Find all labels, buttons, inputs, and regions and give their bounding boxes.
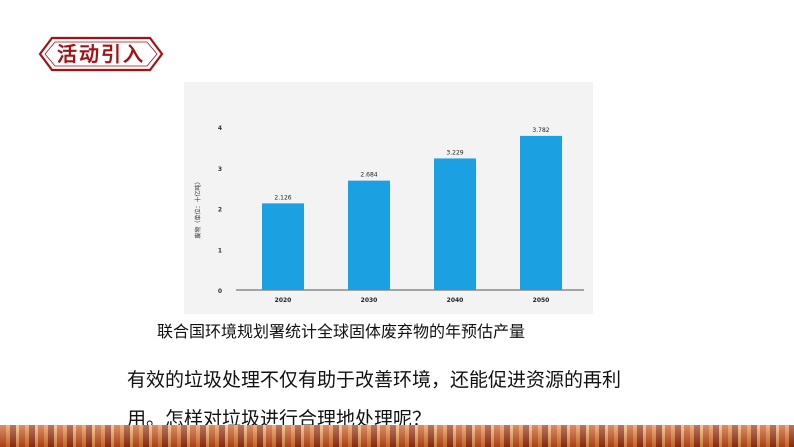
y-tick-label: 3 [218, 166, 222, 173]
bar [348, 180, 390, 290]
paragraph-line-2: 用。怎样对垃圾进行合理地处理呢？ [127, 408, 432, 430]
body-paragraph: 有效的垃圾处理不仅有助于改善环境，还能促进资源的再利 用。怎样对垃圾进行合理地处… [127, 361, 647, 439]
x-tick-label: 2050 [533, 297, 550, 304]
y-tick-label: 2 [218, 207, 222, 214]
bar-value-label: 3.229 [446, 149, 463, 156]
chart-caption: 联合国环境规划署统计全球固体废弃物的年预估产量 [157, 322, 526, 341]
bar [434, 158, 476, 290]
y-tick-label: 4 [218, 125, 222, 132]
y-tick-label: 1 [218, 247, 222, 254]
bar-chart: 0 1 2 3 4 废物（单位：十亿吨） 2.126 2020 2.684 2030 3.229 20… [194, 125, 584, 304]
x-tick-label: 2030 [361, 297, 378, 304]
badge-frame-icon [38, 36, 164, 72]
y-axis-label: 废物（单位：十亿吨） [194, 178, 202, 238]
bar [262, 203, 304, 290]
x-tick-label: 2020 [275, 297, 292, 304]
x-tick-label: 2040 [447, 297, 464, 304]
bar-value-label: 2.126 [274, 194, 291, 201]
bar [520, 135, 562, 290]
chart-panel: 0 1 2 3 4 废物（单位：十亿吨） 2.126 2020 2.684 2030 3.229 20… [184, 82, 593, 314]
bar-value-label: 2.684 [360, 172, 377, 179]
y-tick-label: 0 [218, 288, 222, 295]
section-title: 活动引入 [57, 42, 145, 66]
section-badge: 活动引入 [38, 36, 164, 72]
bar-value-label: 3.782 [532, 127, 549, 134]
footer-decoration [0, 425, 794, 447]
paragraph-line-1: 有效的垃圾处理不仅有助于改善环境，还能促进资源的再利 [127, 369, 622, 391]
